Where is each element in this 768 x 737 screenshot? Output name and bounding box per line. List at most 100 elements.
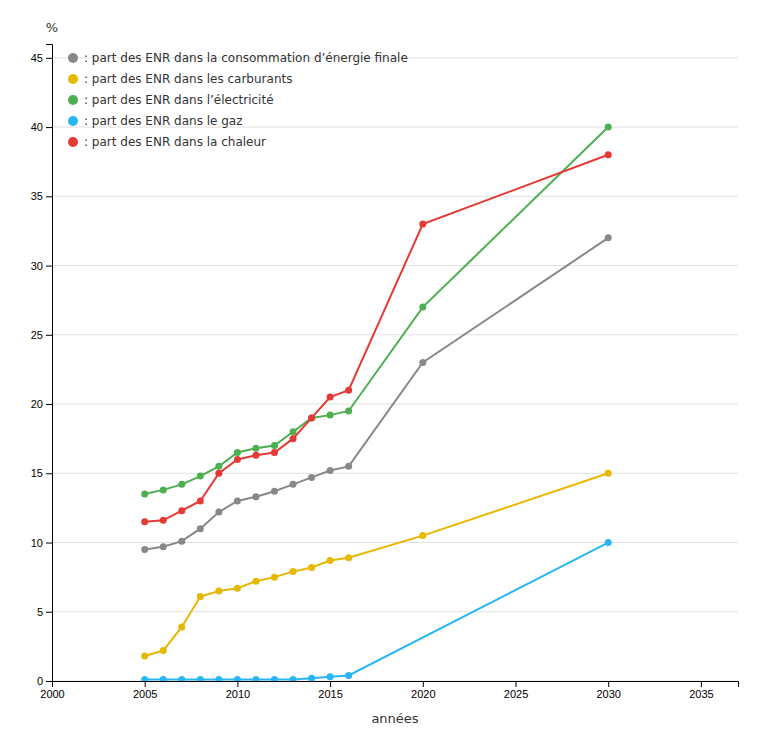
tick: 20 (31, 398, 52, 410)
point (178, 538, 185, 545)
tick-mark (46, 335, 52, 336)
point (419, 221, 426, 228)
point (419, 359, 426, 366)
grid-line (52, 404, 738, 405)
tick-mark (46, 612, 52, 613)
legend-item: : part des ENR dans la chaleur (68, 135, 266, 149)
point (234, 585, 241, 592)
tick: 2005 (133, 681, 157, 700)
point (141, 518, 148, 525)
tick: 10 (31, 537, 52, 549)
point (234, 449, 241, 456)
series (141, 234, 612, 553)
point (271, 442, 278, 449)
point (605, 151, 612, 158)
legend-item: : part des ENR dans les carburants (68, 72, 292, 86)
series-line (145, 543, 609, 680)
point (419, 304, 426, 311)
point (252, 452, 259, 459)
tick-label: 10 (31, 537, 43, 549)
grid-line (52, 611, 738, 612)
point (141, 676, 148, 681)
point (345, 554, 352, 561)
tick-mark (46, 404, 52, 405)
series (141, 151, 612, 525)
point (234, 676, 241, 681)
tick-label: 30 (31, 260, 43, 272)
tick-label: 20 (31, 398, 43, 410)
legend-item: : part des ENR dans l’électricité (68, 93, 274, 107)
legend-label: : part des ENR dans la consommation d’én… (84, 51, 408, 65)
legend-swatch (68, 53, 78, 63)
point (252, 445, 259, 452)
point (252, 578, 259, 585)
point (605, 539, 612, 546)
tick-mark (145, 681, 146, 687)
point (308, 414, 315, 421)
legend-item: : part des ENR dans la consommation d’én… (68, 51, 408, 65)
tick-label: 2000 (40, 688, 64, 700)
point (290, 428, 297, 435)
tick-mark (46, 266, 52, 267)
tick-mark (237, 681, 238, 687)
point (327, 394, 334, 401)
point (252, 493, 259, 500)
point (290, 481, 297, 488)
legend-swatch (68, 137, 78, 147)
legend-item: : part des ENR dans le gaz (68, 114, 243, 128)
point (178, 676, 185, 681)
point (178, 481, 185, 488)
point (419, 532, 426, 539)
tick-mark (330, 681, 331, 687)
point (271, 488, 278, 495)
tick-label: 45 (31, 52, 43, 64)
point (345, 387, 352, 394)
grid-line (52, 473, 738, 474)
point (308, 675, 315, 681)
tick-mark (46, 127, 52, 128)
axis-line (53, 682, 739, 688)
tick-mark (46, 543, 52, 544)
legend-label: : part des ENR dans la chaleur (84, 135, 266, 149)
legend-label: : part des ENR dans le gaz (84, 114, 243, 128)
point (178, 507, 185, 514)
point (271, 676, 278, 681)
point (345, 407, 352, 414)
tick-label: 2020 (411, 688, 435, 700)
tick: 2025 (504, 681, 528, 700)
x-axis-title: années (371, 711, 418, 726)
grid (52, 58, 738, 681)
tick-label: 2010 (226, 688, 250, 700)
point (308, 564, 315, 571)
point (345, 672, 352, 679)
point (141, 546, 148, 553)
point (290, 676, 297, 681)
series-line (145, 127, 609, 494)
legend-label: : part des ENR dans les carburants (84, 72, 292, 86)
tick-label: 2005 (133, 688, 157, 700)
x-axis: 20002005201020152020202520302035 (40, 681, 738, 700)
series (141, 470, 612, 660)
point (160, 543, 167, 550)
tick: 45 (31, 52, 52, 64)
series-line (145, 473, 609, 656)
point (215, 587, 222, 594)
legend-swatch (68, 95, 78, 105)
tick-label: 40 (31, 121, 43, 133)
tick-label: 2035 (689, 688, 713, 700)
tick: 25 (31, 329, 52, 341)
point (345, 463, 352, 470)
tick-mark (516, 681, 517, 687)
point (215, 509, 222, 516)
chart: 2000200520102015202020252030203505101520… (0, 0, 768, 737)
point (141, 491, 148, 498)
series-line (145, 155, 609, 522)
tick-label: 25 (31, 329, 43, 341)
point (215, 470, 222, 477)
y-axis: 051015202530354045 (31, 45, 53, 688)
tick: 5 (37, 606, 52, 618)
point (327, 673, 334, 680)
tick: 30 (31, 260, 52, 272)
point (215, 463, 222, 470)
point (160, 486, 167, 493)
